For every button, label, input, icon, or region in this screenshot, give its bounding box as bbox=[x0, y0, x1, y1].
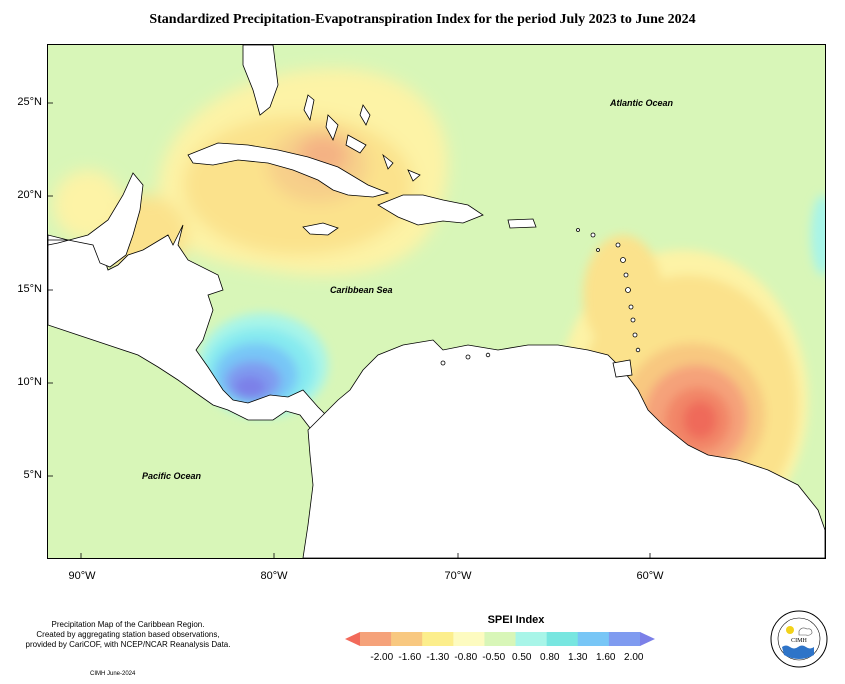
legend-label: 2.00 bbox=[624, 652, 644, 663]
wet-zone-east bbox=[811, 195, 825, 275]
legend-label: 0.80 bbox=[540, 652, 560, 663]
legend-label: -0.50 bbox=[482, 652, 506, 663]
legend-label: 0.50 bbox=[512, 652, 532, 663]
wet-zone-panama bbox=[198, 313, 328, 417]
trinidad bbox=[612, 359, 633, 378]
legend-label: 1.60 bbox=[596, 652, 616, 663]
legend-swatch bbox=[546, 632, 579, 646]
lesser-antilles bbox=[440, 228, 641, 366]
graticule bbox=[48, 102, 651, 558]
yucatan bbox=[48, 172, 144, 268]
legend-label: -0.80 bbox=[454, 652, 478, 663]
credit-line: provided by CariCOF, with NCEP/NCAR Rean… bbox=[25, 640, 231, 649]
legend-colorbar bbox=[345, 632, 655, 646]
lon-tick-60: 60°W bbox=[636, 570, 664, 582]
sun-icon bbox=[786, 626, 794, 634]
credit-line: Created by aggregating station based obs… bbox=[36, 630, 220, 639]
lat-tick-15: 15°N bbox=[17, 283, 42, 295]
legend-label: -1.30 bbox=[426, 652, 450, 663]
legend-label: 1.30 bbox=[568, 652, 588, 663]
lat-tick-25: 25°N bbox=[17, 96, 42, 108]
legend-swatch bbox=[422, 632, 454, 646]
legend-swatch bbox=[360, 632, 392, 646]
hispaniola bbox=[377, 194, 484, 226]
map-canvas bbox=[48, 45, 825, 558]
legend-label: -2.00 bbox=[370, 652, 394, 663]
map-title: Standardized Precipitation-Evapotranspir… bbox=[149, 12, 696, 27]
credit-date: CIMH June-2024 bbox=[90, 671, 136, 677]
cimh-logo: CIMH bbox=[770, 610, 828, 668]
lat-tick-10: 10°N bbox=[17, 376, 42, 388]
logo-text: CIMH bbox=[791, 638, 807, 644]
legend-arrow-low bbox=[345, 632, 360, 646]
legend-swatch bbox=[453, 632, 485, 646]
spei-map: Atlantic Ocean Caribbean Sea Pacific Oce… bbox=[47, 44, 826, 559]
bahamas bbox=[303, 94, 421, 182]
pacific-ocean-label: Pacific Ocean bbox=[142, 471, 202, 481]
legend-swatch bbox=[484, 632, 517, 646]
jamaica bbox=[302, 222, 339, 236]
central-america bbox=[48, 224, 329, 431]
waves-icon bbox=[782, 645, 814, 659]
credit-text: Precipitation Map of the Caribbean Regio… bbox=[8, 620, 248, 650]
lon-tick-80: 80°W bbox=[260, 570, 288, 582]
legend-arrow-high bbox=[640, 632, 655, 646]
legend-title: SPEI Index bbox=[487, 614, 545, 626]
legend-swatch bbox=[608, 632, 641, 646]
puerto-rico bbox=[507, 218, 537, 229]
legend-label: -1.60 bbox=[398, 652, 422, 663]
landmass bbox=[48, 45, 825, 558]
cuba bbox=[187, 142, 390, 198]
caribbean-sea-label: Caribbean Sea bbox=[330, 285, 393, 295]
legend-swatch bbox=[515, 632, 548, 646]
legend-swatch bbox=[391, 632, 423, 646]
south-america bbox=[302, 339, 825, 558]
lon-tick-90: 90°W bbox=[68, 570, 96, 582]
lat-tick-5: 5°N bbox=[23, 469, 42, 481]
legend-swatch bbox=[577, 632, 610, 646]
lon-tick-70: 70°W bbox=[444, 570, 472, 582]
lat-tick-20: 20°N bbox=[17, 189, 42, 201]
florida bbox=[242, 45, 279, 116]
legend-swatches bbox=[345, 632, 655, 646]
cloud-icon bbox=[798, 627, 813, 636]
atlantic-ocean-label: Atlantic Ocean bbox=[610, 98, 674, 108]
credit-line: Precipitation Map of the Caribbean Regio… bbox=[51, 620, 205, 629]
